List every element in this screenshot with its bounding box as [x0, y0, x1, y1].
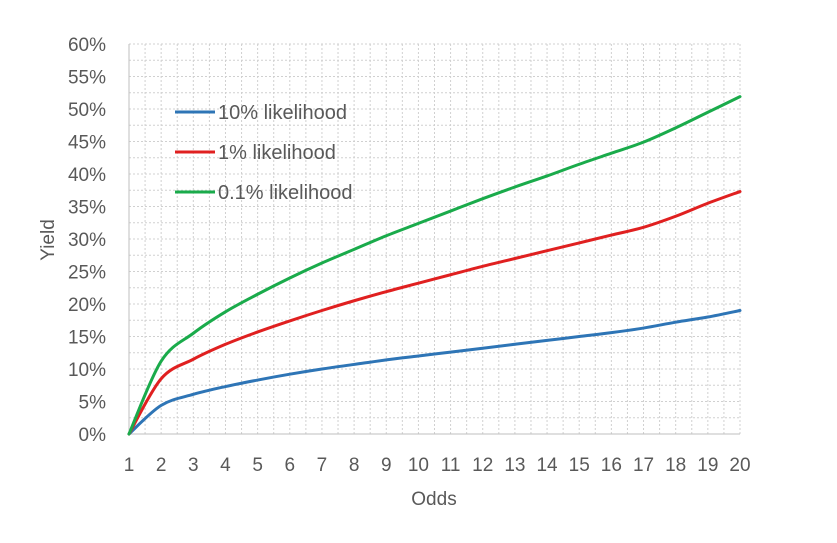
tick-labels: 0%5%10%15%20%25%30%35%40%45%50%55%60%1 2 3… [68, 35, 751, 476]
x-axis-title: Odds [411, 489, 456, 510]
series-line-1 [127, 309, 742, 436]
grid [129, 43, 741, 434]
x-tick-label: 11 [441, 455, 461, 476]
x-tick-label: 16 [601, 455, 622, 476]
y-tick-label: 35% [68, 198, 106, 219]
x-tick-label: 18 [665, 455, 686, 476]
x-tick-label: 19 [697, 455, 718, 476]
x-tick-label: 10 [408, 455, 429, 476]
legend-label: 10% likelihood [218, 102, 347, 124]
y-tick-label: 55% [68, 68, 106, 89]
y-tick-label: 40% [68, 165, 106, 186]
y-tick-label: 30% [68, 230, 106, 251]
x-tick-label: 9 [381, 455, 392, 476]
legend-label: 0.1% likelihood [218, 182, 353, 204]
axes [128, 44, 740, 435]
y-tick-label: 5% [79, 393, 107, 414]
x-tick-label: 20 [729, 455, 750, 476]
legend: 10% likelihood 1% likelihood 0.1% likeliho… [175, 102, 353, 204]
y-tick-label: 25% [68, 263, 106, 284]
y-tick-label: 20% [68, 295, 106, 316]
series-line-3 [127, 95, 742, 436]
x-tick-label: 4 [220, 455, 231, 476]
x-tick-label: 6 [285, 455, 296, 476]
x-tick-label: 5 [252, 455, 263, 476]
y-tick-label: 15% [68, 328, 106, 349]
series-line-2 [127, 190, 742, 436]
x-tick-label: 8 [349, 455, 360, 476]
y-tick-label: 0% [79, 425, 107, 446]
series-group [127, 95, 742, 436]
x-tick-label: 17 [633, 455, 654, 476]
y-axis-title: Yield [38, 219, 59, 261]
x-tick-label: 13 [504, 455, 525, 476]
legend-label: 1% likelihood [218, 142, 336, 164]
x-tick-label: 2 [156, 455, 167, 476]
x-tick-label: 3 [188, 455, 199, 476]
x-tick-label: 15 [569, 455, 590, 476]
x-tick-label: 12 [472, 455, 493, 476]
x-tick-label: 1 [124, 455, 135, 476]
x-tick-label: 7 [317, 455, 328, 476]
y-tick-label: 10% [68, 360, 106, 381]
y-tick-label: 60% [68, 35, 106, 56]
y-tick-label: 45% [68, 133, 106, 154]
y-tick-label: 50% [68, 100, 106, 121]
x-tick-label: 14 [536, 455, 558, 476]
